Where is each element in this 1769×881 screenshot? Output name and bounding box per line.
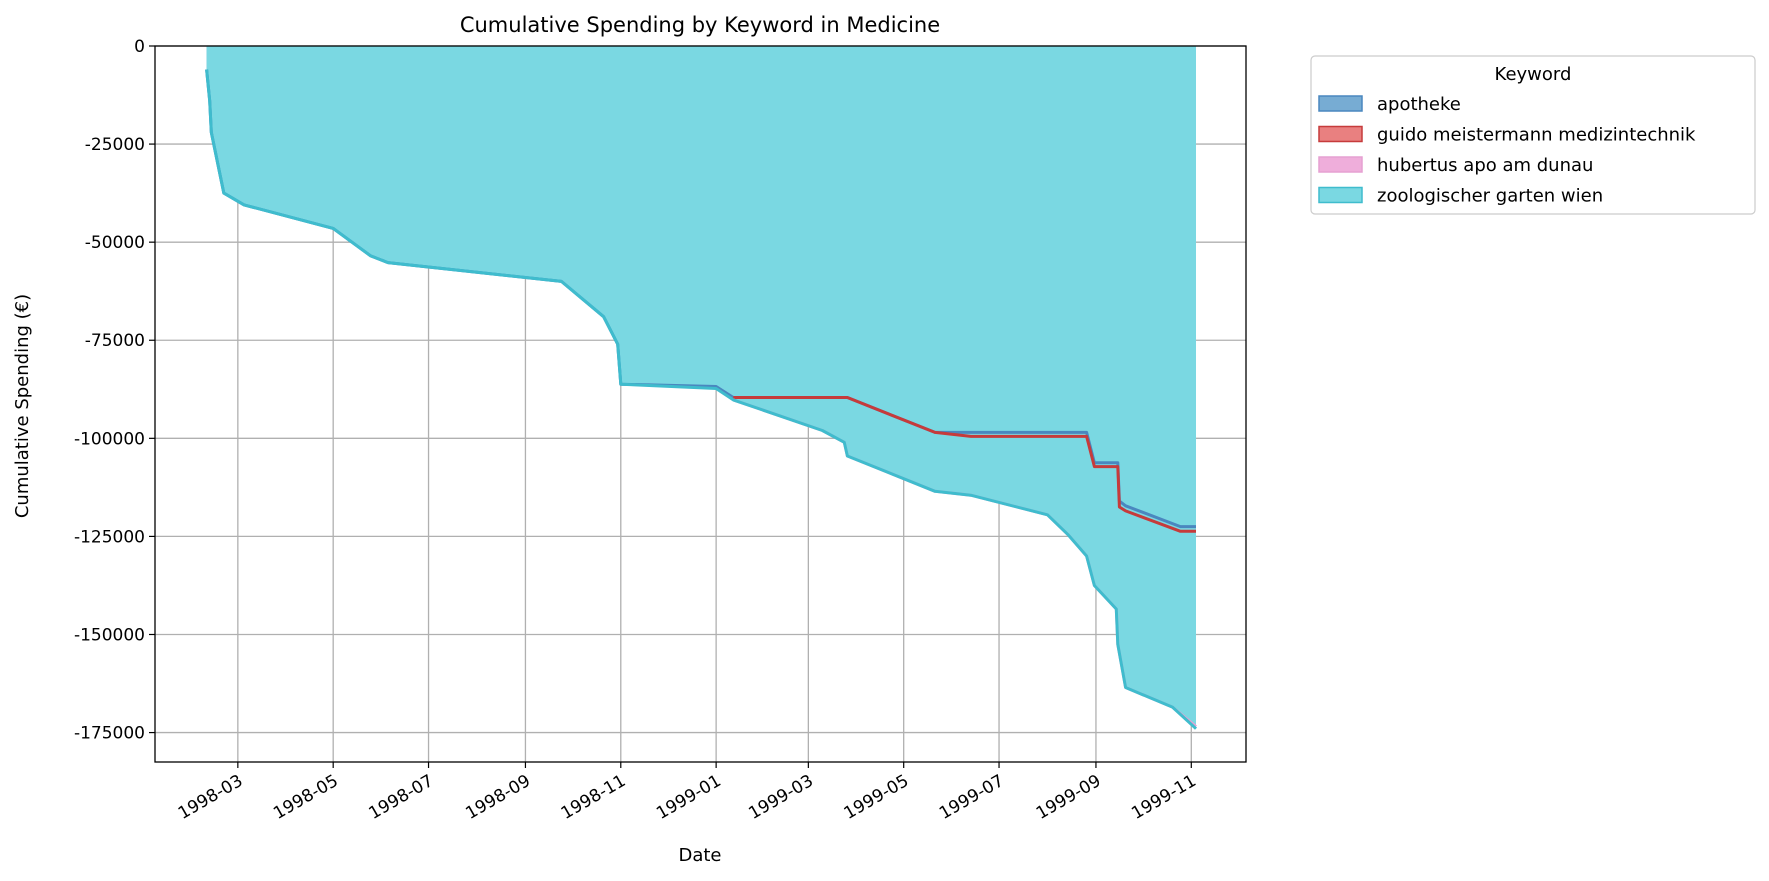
legend-label-apotheke: apotheke: [1377, 94, 1461, 115]
legend-swatch-hubertus-apo-am-dunau: [1318, 156, 1363, 173]
legend-label-zoologischer-garten-wien: zoologischer garten wien: [1377, 186, 1603, 207]
y-axis-title: Cumulative Spending (€): [12, 294, 33, 518]
x-tick-label: 1998-07: [366, 771, 438, 824]
legend-swatch-guido-meistermann-medizintechnik: [1318, 125, 1363, 143]
legend-items: apotheke guido meistermann medizintechnik…: [1318, 94, 1696, 207]
x-tick-label: 1998-11: [558, 771, 630, 824]
chart-title: Cumulative Spending by Keyword in Medici…: [460, 13, 940, 37]
y-tick-label: -125000: [74, 527, 145, 547]
line-guido-meistermann-medizintechnik: [733, 396, 1196, 533]
legend-label-guido-meistermann-medizintechnik: guido meistermann medizintechnik: [1377, 125, 1696, 146]
line-zoologischer-garten-wien: [205, 69, 1198, 730]
y-tick-label: -175000: [74, 724, 145, 744]
x-tick-label: 1999-07: [936, 771, 1008, 824]
y-tick-label: -25000: [85, 135, 145, 155]
plot-frame: [154, 45, 1247, 763]
legend-label-hubertus-apo-am-dunau: hubertus apo am dunau: [1377, 155, 1593, 176]
legend-title: Keyword: [1495, 64, 1572, 85]
x-axis-title: Date: [678, 845, 721, 866]
x-tick-label: 1998-05: [270, 771, 342, 824]
legend-frame: [1310, 55, 1756, 215]
y-tick-label: -100000: [74, 429, 145, 449]
plot-lines: [205, 69, 1198, 730]
y-tick-label: -150000: [74, 625, 145, 645]
x-tick-label: 1999-03: [745, 771, 817, 824]
x-tick-label: 1998-03: [175, 771, 247, 824]
y-tick-label: 0: [134, 37, 145, 57]
legend-swatch-zoologischer-garten-wien: [1318, 186, 1363, 204]
x-tick-label: 1999-05: [841, 771, 913, 824]
y-axis-ticks: 0 -25000 -50000 -75000 -100000 -125000 -150000…: [74, 37, 155, 744]
legend-swatch-apotheke: [1318, 95, 1363, 112]
x-tick-label: 1999-09: [1033, 771, 1105, 824]
y-tick-label: -75000: [85, 331, 145, 351]
y-tick-label: -50000: [85, 233, 145, 253]
x-tick-label: 1998-09: [462, 771, 534, 824]
legend: Keyword apotheke guido meistermann medizi…: [1310, 55, 1756, 215]
x-axis-ticks: 1998-03 1998-05 1998-07 1998-09 1998-11 1999-…: [175, 762, 1200, 824]
x-tick-label: 1999-01: [653, 771, 725, 824]
x-tick-label: 1999-11: [1128, 771, 1200, 824]
